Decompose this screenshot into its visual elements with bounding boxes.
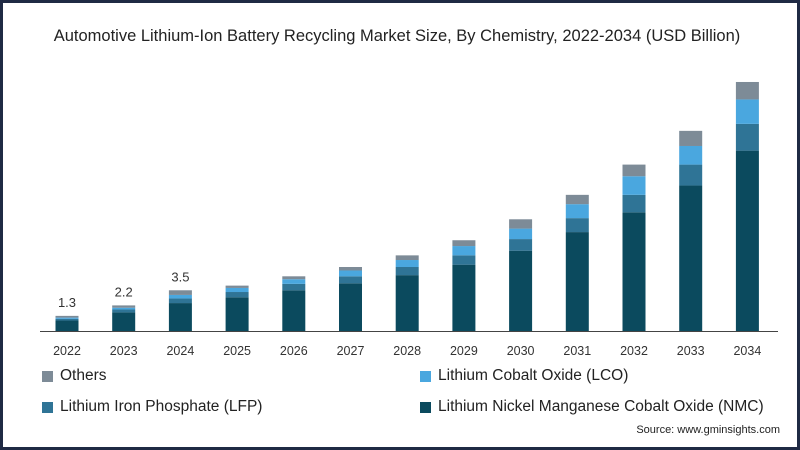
legend-label: Lithium Nickel Manganese Cobalt Oxide (N…	[438, 398, 764, 415]
bar-segment-2025-1	[225, 292, 249, 298]
bar-segment-2022-2	[55, 317, 79, 319]
bar-segment-2031-1	[565, 218, 589, 233]
bar-segment-2027-0	[339, 283, 362, 331]
bar-segment-2034-2	[735, 99, 759, 124]
bar-segment-2022-0	[55, 320, 79, 331]
data-label: 3.5	[171, 269, 189, 284]
bar-segment-2030-0	[509, 250, 533, 331]
bar-segment-2032-0	[622, 212, 646, 331]
x-tick-label: 2034	[733, 344, 761, 358]
bar-segment-2022-3	[55, 315, 79, 318]
legend-swatch	[420, 370, 431, 382]
legend-item-lfp: Lithium Iron Phosphate (LFP)	[42, 398, 262, 416]
bar-segment-2029-1	[452, 255, 476, 265]
bar-segment-2030-1	[509, 239, 533, 251]
bar-segment-2032-3	[622, 164, 646, 177]
bar-segment-2028-0	[395, 275, 419, 331]
x-tick-label: 2025	[223, 344, 251, 358]
chart-title: Automotive Lithium-Ion Battery Recycling…	[53, 27, 741, 45]
data-label: 1.3	[58, 295, 76, 310]
legend-item-lco: Lithium Cobalt Oxide (LCO)	[420, 367, 628, 385]
bar-segment-2032-2	[622, 176, 646, 195]
x-tick-label: 2028	[393, 344, 421, 358]
bar-segment-2032-1	[622, 194, 646, 213]
bar-segment-2024-2	[168, 294, 192, 299]
bar-segment-2034-1	[735, 123, 759, 151]
x-tick-label: 2027	[337, 344, 365, 358]
bar-segment-2024-0	[168, 303, 192, 331]
bar-segment-2025-3	[225, 285, 249, 288]
bar-segment-2030-3	[509, 219, 533, 229]
bar-segment-2023-2	[112, 307, 136, 310]
bar-segment-2028-2	[395, 260, 419, 267]
bar-segment-2025-0	[225, 297, 249, 331]
x-tick-label: 2026	[280, 344, 308, 358]
data-labels: 1.3 2.2 3.5	[58, 269, 189, 310]
bar-segment-2030-2	[509, 228, 533, 240]
bar-segment-2033-0	[679, 185, 703, 331]
bar-segment-2024-1	[168, 298, 192, 304]
bar-segment-2027-2	[339, 270, 362, 277]
source-note: Source: www.gminsights.com	[636, 424, 780, 436]
legend-swatch	[42, 401, 53, 413]
x-tick-label: 2024	[166, 344, 194, 358]
legend-item-others: Others	[42, 367, 107, 385]
bar-segment-2023-0	[112, 312, 136, 331]
bar-segment-2029-0	[452, 264, 476, 331]
bar-segment-2034-3	[735, 81, 759, 100]
x-tick-labels: 2022 2023 2024 2025 2026 2027 2028 2029 2030 2031…	[53, 344, 761, 358]
x-tick-label: 2031	[563, 344, 591, 358]
legend-label: Lithium Cobalt Oxide (LCO)	[438, 367, 629, 384]
x-tick-label: 2032	[620, 344, 648, 358]
data-label: 2.2	[115, 284, 133, 299]
bar-segment-2033-2	[679, 145, 703, 165]
bar-segment-2025-2	[225, 287, 249, 293]
bar-segment-2029-3	[452, 240, 476, 247]
bar-segment-2026-2	[282, 279, 306, 284]
bar-segment-2024-3	[168, 290, 192, 295]
bar-segment-2031-0	[565, 232, 589, 331]
x-tick-label: 2030	[507, 344, 535, 358]
legend-label: Others	[60, 367, 107, 384]
legend-swatch	[42, 370, 53, 382]
bar-segment-2022-1	[55, 318, 79, 321]
bar-segment-2026-0	[282, 290, 306, 331]
legend-swatch	[420, 401, 431, 413]
bar-segment-2034-0	[735, 150, 759, 331]
bar-segment-2033-1	[679, 164, 703, 186]
bar-segment-2027-3	[339, 267, 362, 271]
bar-segment-2028-1	[395, 267, 419, 276]
bar-segment-2026-3	[282, 276, 306, 280]
legend-item-nmc: Lithium Nickel Manganese Cobalt Oxide (N…	[420, 398, 764, 416]
x-tick-label: 2029	[450, 344, 478, 358]
bar-segment-2028-3	[395, 255, 419, 261]
x-tick-label: 2022	[53, 344, 81, 358]
bars-group	[55, 81, 759, 331]
x-tick-label: 2033	[677, 344, 705, 358]
bar-segment-2029-2	[452, 246, 476, 256]
bar-segment-2031-3	[565, 194, 589, 205]
bar-segment-2031-2	[565, 204, 589, 219]
bar-segment-2026-1	[282, 283, 306, 291]
bar-segment-2027-1	[339, 276, 362, 284]
bar-segment-2033-3	[679, 130, 703, 146]
bar-segment-2023-3	[112, 305, 136, 308]
legend-label: Lithium Iron Phosphate (LFP)	[60, 398, 263, 415]
bar-segment-2023-1	[112, 309, 136, 313]
x-tick-label: 2023	[110, 344, 138, 358]
